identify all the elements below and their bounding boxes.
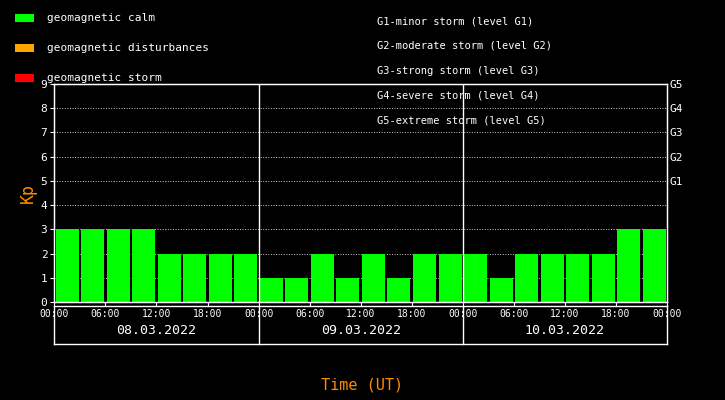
Bar xyxy=(286,278,308,302)
Text: Time (UT): Time (UT) xyxy=(321,377,404,392)
Bar xyxy=(541,254,563,302)
Text: geomagnetic storm: geomagnetic storm xyxy=(47,73,162,83)
Bar xyxy=(439,254,462,302)
Bar xyxy=(234,254,257,302)
Bar xyxy=(464,254,487,302)
Text: 09.03.2022: 09.03.2022 xyxy=(320,324,401,336)
Bar xyxy=(413,254,436,302)
Bar xyxy=(56,229,78,302)
Bar xyxy=(81,229,104,302)
Bar xyxy=(183,254,206,302)
Bar xyxy=(643,229,666,302)
Bar xyxy=(132,229,155,302)
Bar xyxy=(107,229,130,302)
Text: 08.03.2022: 08.03.2022 xyxy=(117,324,196,336)
Bar xyxy=(617,229,640,302)
Bar xyxy=(387,278,410,302)
Bar xyxy=(566,254,589,302)
Bar xyxy=(515,254,538,302)
Bar xyxy=(158,254,181,302)
Text: G3-strong storm (level G3): G3-strong storm (level G3) xyxy=(377,66,539,76)
Text: G4-severe storm (level G4): G4-severe storm (level G4) xyxy=(377,90,539,100)
Text: geomagnetic calm: geomagnetic calm xyxy=(47,13,155,23)
Bar xyxy=(260,278,283,302)
Bar xyxy=(592,254,615,302)
Text: geomagnetic disturbances: geomagnetic disturbances xyxy=(47,43,209,53)
Bar xyxy=(209,254,232,302)
Text: G1-minor storm (level G1): G1-minor storm (level G1) xyxy=(377,16,534,26)
Bar xyxy=(311,254,334,302)
Y-axis label: Kp: Kp xyxy=(19,183,36,203)
Text: G5-extreme storm (level G5): G5-extreme storm (level G5) xyxy=(377,115,546,125)
Bar xyxy=(489,278,513,302)
Text: 10.03.2022: 10.03.2022 xyxy=(525,324,605,336)
Text: G2-moderate storm (level G2): G2-moderate storm (level G2) xyxy=(377,41,552,51)
Bar xyxy=(336,278,360,302)
Bar xyxy=(362,254,385,302)
